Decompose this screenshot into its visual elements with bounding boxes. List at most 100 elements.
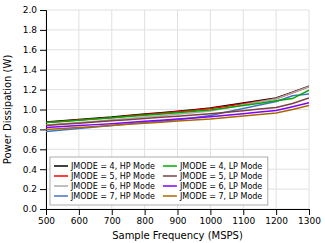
legend-label: JMODE = 4, LP Mode bbox=[179, 162, 262, 171]
grid-line bbox=[46, 49, 309, 50]
legend-label: JMODE = 4, HP Mode bbox=[70, 162, 155, 171]
y-axis-title: Power Dissipation (W) bbox=[2, 55, 13, 165]
legend-item: JMODE = 4, HP Mode bbox=[54, 162, 155, 171]
legend-swatch bbox=[163, 165, 177, 167]
tick-mark bbox=[309, 209, 310, 215]
tick-mark bbox=[79, 209, 80, 215]
tick-label: 1300 bbox=[298, 216, 321, 226]
x-axis-title: Sample Frequency (MSPS) bbox=[112, 230, 243, 241]
tick: 2.0 bbox=[23, 5, 46, 15]
legend-label: JMODE = 6, LP Mode bbox=[179, 182, 262, 191]
tick: 1.6 bbox=[23, 45, 46, 55]
grid-line bbox=[46, 69, 309, 70]
tick: 1100 bbox=[232, 209, 255, 226]
tick-label: 800 bbox=[137, 216, 154, 226]
tick: 1.0 bbox=[23, 105, 46, 115]
legend-swatch bbox=[54, 195, 68, 197]
tick: 600 bbox=[71, 209, 88, 226]
tick: 1.8 bbox=[23, 25, 46, 35]
tick-mark bbox=[40, 30, 46, 31]
legend-label: JMODE = 6, HP Mode bbox=[70, 182, 155, 191]
tick: 900 bbox=[169, 209, 186, 226]
tick-label: 1200 bbox=[265, 216, 288, 226]
tick: 0.0 bbox=[23, 204, 46, 214]
tick-mark bbox=[40, 90, 46, 91]
tick-label: 600 bbox=[71, 216, 88, 226]
legend-swatch bbox=[163, 185, 177, 187]
tick: 1300 bbox=[298, 209, 321, 226]
tick-mark bbox=[243, 209, 244, 215]
series-line bbox=[46, 103, 309, 128]
legend-item: JMODE = 7, LP Mode bbox=[163, 192, 262, 201]
legend-swatch bbox=[163, 195, 177, 197]
legend-swatch bbox=[54, 185, 68, 187]
grid-line bbox=[46, 129, 309, 130]
y-axis: 0.0 0.2 0.4 0.6 0.8 1.0 1.2 1.4 1.6 1.8 2.0 bbox=[23, 5, 47, 214]
grid bbox=[46, 10, 309, 209]
tick-mark bbox=[178, 209, 179, 215]
tick: 1200 bbox=[265, 209, 288, 226]
legend-label: JMODE = 5, HP Mode bbox=[70, 172, 155, 181]
tick-label: 0.0 bbox=[23, 204, 38, 214]
legend-label: JMODE = 7, LP Mode bbox=[179, 192, 262, 201]
grid-line bbox=[46, 89, 309, 90]
series-line bbox=[46, 106, 309, 130]
tick-label: 900 bbox=[169, 216, 186, 226]
legend-item: JMODE = 6, LP Mode bbox=[163, 182, 262, 191]
tick-label: 500 bbox=[38, 216, 55, 226]
tick: 0.6 bbox=[23, 145, 46, 155]
tick-label: 0.6 bbox=[23, 145, 38, 155]
tick-label: 0.2 bbox=[23, 184, 37, 194]
tick-mark bbox=[112, 209, 113, 215]
tick-mark bbox=[40, 209, 46, 210]
tick-mark bbox=[40, 70, 46, 71]
tick-label: 1100 bbox=[232, 216, 255, 226]
legend-item: JMODE = 4, LP Mode bbox=[163, 162, 262, 171]
legend-swatch bbox=[54, 175, 68, 177]
tick: 1.4 bbox=[23, 65, 46, 75]
legend-swatch bbox=[54, 165, 68, 167]
tick-label: 1.4 bbox=[23, 65, 38, 75]
tick-mark bbox=[40, 169, 46, 170]
tick-label: 2.0 bbox=[23, 5, 38, 15]
tick: 0.4 bbox=[23, 165, 46, 175]
series-line bbox=[46, 90, 309, 122]
legend-item: JMODE = 5, HP Mode bbox=[54, 172, 155, 181]
grid-line bbox=[46, 149, 309, 150]
tick: 0.2 bbox=[23, 184, 46, 194]
legend-item: JMODE = 7, HP Mode bbox=[54, 192, 155, 201]
tick-mark bbox=[40, 129, 46, 130]
tick-label: 1.6 bbox=[23, 45, 38, 55]
tick: 500 bbox=[38, 209, 55, 226]
tick-mark bbox=[210, 209, 211, 215]
tick-label: 0.8 bbox=[23, 125, 38, 135]
legend-box bbox=[50, 157, 268, 205]
legend-item: JMODE = 5, LP Mode bbox=[163, 172, 262, 181]
legend-item: JMODE = 6, HP Mode bbox=[54, 182, 155, 191]
tick-mark bbox=[145, 209, 146, 215]
axis-line bbox=[40, 11, 47, 210]
tick-label: 1000 bbox=[199, 216, 222, 226]
grid-line bbox=[46, 10, 309, 11]
lines bbox=[46, 86, 309, 131]
tick-mark bbox=[40, 10, 46, 11]
tick-label: 0.4 bbox=[23, 165, 38, 175]
grid-line bbox=[46, 29, 309, 30]
legend-label: JMODE = 7, HP Mode bbox=[70, 192, 155, 201]
tick-mark bbox=[40, 149, 46, 150]
tick-label: 1.8 bbox=[23, 25, 38, 35]
tick: 800 bbox=[137, 209, 154, 226]
tick: 1.2 bbox=[23, 85, 46, 95]
legend-swatch bbox=[163, 175, 177, 177]
tick-mark bbox=[40, 189, 46, 190]
plot: 500 600 700 800 900 1000 1100 1200 1300 0.0 0.2 0.4… bbox=[23, 5, 322, 226]
chart: 500 600 700 800 900 1000 1100 1200 1300 0.0 0.2 0.4… bbox=[0, 0, 325, 243]
tick: 1000 bbox=[199, 209, 222, 226]
tick-mark bbox=[40, 50, 46, 51]
tick-label: 700 bbox=[104, 216, 121, 226]
legend-label: JMODE = 5, LP Mode bbox=[179, 172, 262, 181]
legend: JMODE = 4, HP ModeJMODE = 5, HP ModeJMOD… bbox=[50, 157, 268, 205]
tick-mark bbox=[40, 110, 46, 111]
axis-line bbox=[47, 210, 310, 216]
tick-label: 1.2 bbox=[23, 85, 37, 95]
